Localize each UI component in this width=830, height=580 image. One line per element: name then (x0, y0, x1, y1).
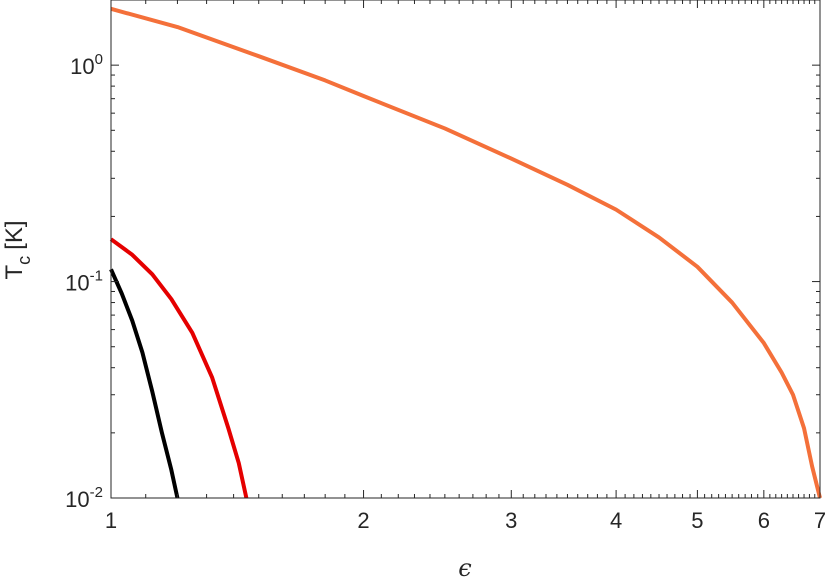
series-line-1 (109, 268, 180, 499)
y-axis-label-subscript: c (14, 256, 34, 265)
axes-box (110, 0, 821, 499)
x-tick-label: 1 (105, 508, 117, 533)
y-axis-label-unit: [K] (1, 220, 28, 249)
series-line-2 (109, 237, 249, 499)
ticks: 1 2 3 4 5 6 7 10-2 10-1 100 (65, 0, 826, 533)
axes (110, 0, 821, 499)
x-tick-label: 2 (357, 508, 369, 533)
x-tick-label: 7 (814, 508, 826, 533)
series-line-3 (110, 6, 822, 499)
x-tick-label: 6 (758, 508, 770, 533)
x-tick-label: 5 (691, 508, 703, 533)
x-axis-label: ϵ (458, 554, 471, 580)
y-axis-label: Tc [K] (1, 220, 34, 279)
x-tick-label: 4 (610, 508, 622, 533)
y-axis-label-symbol: T (1, 265, 28, 280)
plot-area (109, 6, 822, 499)
y-tick-label: 100 (70, 51, 103, 79)
y-tick-label: 10-1 (65, 268, 103, 296)
x-tick-label: 3 (505, 508, 517, 533)
y-tick-label: 10-2 (65, 484, 103, 512)
